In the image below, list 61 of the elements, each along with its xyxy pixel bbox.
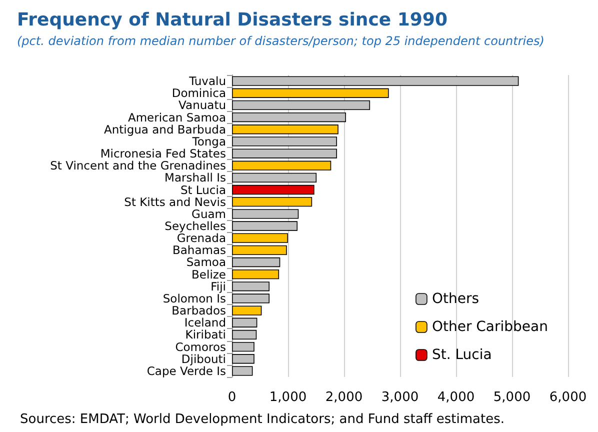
- y-tick-label: Samoa: [186, 255, 226, 270]
- source-note: Sources: EMDAT; World Development Indicators; and Fund staff estimates.: [20, 412, 505, 427]
- bar: [232, 124, 338, 134]
- bar: [232, 160, 332, 170]
- x-tick-label: 4,000: [437, 390, 475, 405]
- y-tick-label: Marshall Is: [164, 170, 226, 185]
- x-tick-label: 5,000: [493, 390, 531, 405]
- y-tick-label: Barbados: [172, 304, 226, 318]
- y-tick-label: Djibouti: [181, 352, 226, 366]
- y-tick-label: Comoros: [175, 340, 226, 354]
- y-tick-label: Bahamas: [172, 243, 226, 258]
- y-tick-label: Vanuatu: [178, 98, 226, 112]
- legend-label: Others: [432, 291, 480, 307]
- y-tick-label: Iceland: [184, 316, 226, 330]
- bar: [232, 269, 280, 280]
- chart-title: Frequency of Natural Disasters since 1990: [17, 10, 448, 30]
- bar: [232, 294, 270, 304]
- y-tick-label: Kiribati: [185, 328, 226, 342]
- y-tick-label: American Samoa: [128, 110, 226, 124]
- x-tick-label: 2,000: [325, 390, 363, 405]
- bar: [232, 112, 346, 122]
- bar: [232, 354, 254, 364]
- bar: [232, 221, 298, 231]
- y-tick-label: Guam: [192, 206, 226, 221]
- bar: [232, 184, 314, 195]
- y-tick-label: Tonga: [191, 134, 226, 148]
- y-tick-label: Belize: [192, 267, 226, 282]
- y-tick-label: St Lucia: [180, 182, 226, 197]
- y-tick-label: Micronesia Fed States: [100, 146, 226, 161]
- chart-subtitle: (pct. deviation from median number of disasters/person; top 25 independent countries): [17, 34, 544, 48]
- legend-label: St. Lucia: [432, 347, 492, 363]
- bar: [232, 197, 312, 207]
- y-tick-label: St Kitts and Nevis: [124, 194, 226, 209]
- bar: [232, 148, 337, 158]
- y-tick-label: St Vincent and the Grenadines: [50, 158, 226, 173]
- x-tick-label: 6,000: [549, 390, 587, 405]
- bar: [232, 172, 317, 183]
- bar: [232, 136, 337, 146]
- bar: [232, 257, 280, 268]
- bar: [232, 318, 258, 328]
- y-tick-label: Fiji: [210, 279, 226, 294]
- y-tick-label: Seychelles: [164, 219, 226, 233]
- bar: [232, 209, 299, 219]
- legend-label: Other Caribbean: [432, 319, 548, 335]
- y-tick-label: Antigua and Barbuda: [104, 122, 226, 136]
- bar: [232, 245, 287, 255]
- bar: [232, 76, 519, 86]
- bar: [232, 342, 254, 352]
- bar: [232, 282, 270, 292]
- bar: [232, 88, 389, 98]
- x-tick-label: 1,000: [269, 390, 307, 405]
- y-tick-label: Tuvalu: [188, 74, 226, 88]
- bar: [232, 306, 262, 316]
- bar: [232, 233, 288, 243]
- bar: [232, 366, 253, 376]
- y-tick-label: Grenada: [176, 231, 226, 246]
- bar: [232, 330, 257, 340]
- x-tick-label: 0: [228, 390, 236, 405]
- y-tick-label: Dominica: [172, 86, 226, 100]
- bar: [232, 100, 370, 110]
- x-tick-label: 3,000: [381, 390, 419, 405]
